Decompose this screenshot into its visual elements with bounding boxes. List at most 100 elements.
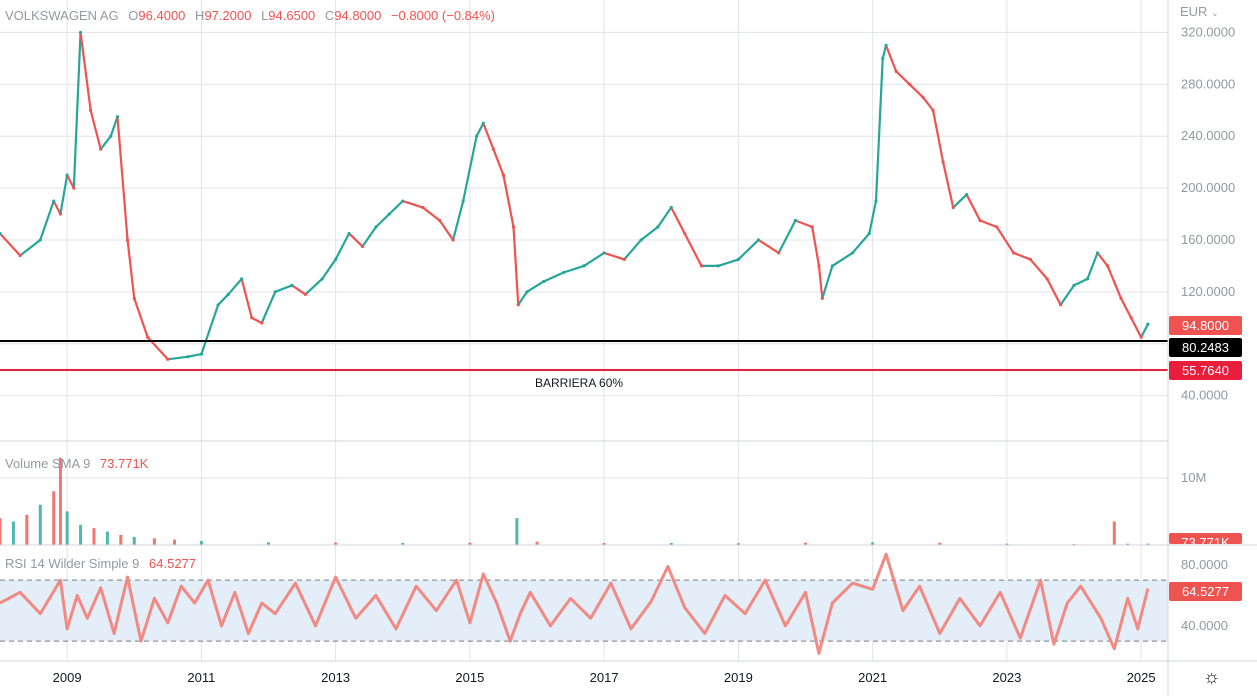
high-label: H [195,8,205,23]
price-tick-label: 40.0000 [1181,388,1228,403]
volume-bar [132,536,136,545]
price-segment [874,57,884,203]
price-point [542,279,546,284]
price-segment [525,280,545,293]
time-tick-label: 2013 [321,670,350,685]
high-value: 97.2000 [204,8,252,23]
price-point [622,257,626,262]
rsi-tick-label: 40.0000 [1181,618,1228,633]
price-segment [290,284,307,296]
price-series [0,30,1150,361]
price-segment [1119,297,1133,319]
price-point [347,231,351,236]
price-point [995,225,999,229]
price-point [199,352,203,356]
volume-bar [1005,543,1009,545]
price-point [1045,277,1049,281]
time-tick-label: 2021 [858,670,887,685]
price-segment [347,232,364,248]
rsi-line [0,552,1150,655]
price-segment [831,251,854,267]
price-segment [492,148,505,177]
price-point [216,303,220,307]
price-segment [79,31,92,112]
price-segment [868,199,878,235]
gear-icon[interactable]: ☼ [1203,667,1221,688]
price-point [320,277,324,281]
volume-bar [25,514,29,545]
price-point [1139,335,1143,339]
price-segment [334,232,351,261]
price-segment [109,115,119,138]
volume-legend[interactable]: Volume SMA 9 73.771K [5,456,148,471]
price-point [1119,296,1123,300]
volume-bar [938,542,942,545]
price-segment [1129,316,1143,339]
price-segment [227,277,243,296]
price-point [965,192,969,197]
price-point [817,264,821,268]
currency-selector[interactable]: EUR ⌄ [1180,4,1219,19]
volume-bar [38,504,42,545]
price-segment [482,122,495,151]
volume-bar [1146,543,1150,545]
volume-bar [52,491,56,545]
price-point [481,121,485,125]
price-segment [66,174,75,190]
low-label: L [261,8,269,23]
price-point [78,30,83,35]
price-segment [59,174,69,216]
price-point [0,231,2,236]
price-point [874,199,878,203]
price-point [850,251,855,255]
price-point [683,231,687,236]
price-point [1012,251,1016,255]
price-segment [217,293,230,306]
price-segment [817,264,824,300]
price-point [525,290,529,294]
price-point [240,277,244,281]
price-point [867,231,871,236]
last-price-tag: 94.8000 [1169,316,1242,335]
volume-bar [1072,543,1076,545]
price-segment [321,258,337,280]
time-tick-label: 2017 [590,670,619,685]
price-segment [757,238,780,255]
price-point [387,212,391,216]
volume-bar [1126,543,1130,545]
rsi-tick-label: 80.0000 [1181,557,1228,572]
price-segment [623,238,643,261]
instrument-legend: VOLKSWAGEN AG O96.4000 H97.2000 L94.6500… [5,8,495,23]
price-segment [166,355,190,361]
price-segment [133,297,149,339]
price-point [115,115,120,119]
price-tick-label: 280.0000 [1181,76,1235,91]
volume-bar [515,518,519,545]
price-segment [717,258,740,267]
price-point [978,218,982,223]
price-tick-label: 200.0000 [1181,180,1235,195]
price-point [65,173,69,177]
price-segment [52,199,62,216]
price-segment [978,219,998,229]
price-point [260,321,264,325]
price-segment [656,206,673,229]
price-segment [1029,258,1049,280]
price-segment [89,109,102,151]
price-point [226,292,230,297]
volume-bar [736,543,740,545]
price-point [1072,283,1076,287]
time-tick-label: 2023 [992,670,1021,685]
price-segment [99,135,112,151]
price-point [1129,316,1133,320]
rsi-legend[interactable]: RSI 14 Wilder Simple 9 64.5277 [5,556,196,571]
price-segment [1012,251,1032,261]
price-segment [942,161,955,209]
price-point [18,253,22,258]
volume-sma-label: SMA 9 [52,456,91,471]
price-point [582,264,586,268]
price-point [334,257,338,262]
close-value: 94.8000 [334,8,382,23]
price-segment [683,232,703,267]
